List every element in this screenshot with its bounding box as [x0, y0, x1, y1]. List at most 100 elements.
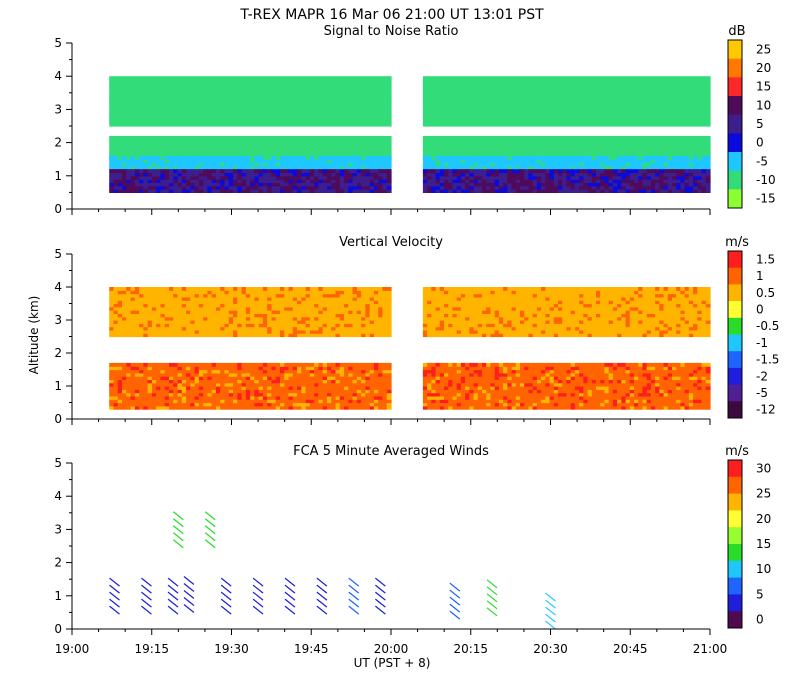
heatmap-cell — [638, 122, 644, 127]
heatmap-cell — [147, 189, 153, 193]
heatmap-cell — [126, 106, 132, 110]
heatmap-cell — [587, 112, 593, 117]
heatmap-cell — [194, 313, 200, 318]
heatmap-cell — [583, 135, 589, 140]
heatmap-cell — [693, 165, 698, 170]
heatmap-cell — [570, 135, 576, 140]
heatmap-cell — [570, 116, 576, 120]
heatmap-cell — [541, 102, 546, 107]
heatmap-cell — [545, 122, 551, 127]
heatmap-cell — [139, 135, 144, 140]
heatmap-cell — [173, 145, 179, 150]
heatmap-cell — [194, 155, 200, 160]
heatmap-cell — [211, 149, 217, 154]
heatmap-cell — [314, 179, 320, 184]
heatmap-cell — [348, 189, 354, 193]
heatmap-cell — [348, 119, 354, 124]
heatmap-cell — [194, 89, 200, 94]
heatmap-cell — [469, 89, 475, 94]
heatmap-cell — [322, 119, 328, 124]
heatmap-cell — [305, 79, 311, 84]
heatmap-cell — [587, 162, 593, 167]
heatmap-cell — [164, 145, 170, 150]
heatmap-cell — [520, 152, 525, 157]
heatmap-cell — [566, 189, 572, 193]
heatmap-cell — [579, 155, 584, 160]
heatmap-cell — [331, 96, 337, 101]
heatmap-cell — [156, 169, 162, 174]
heatmap-cell — [326, 119, 332, 124]
heatmap-cell — [284, 112, 290, 117]
heatmap-cell — [211, 172, 217, 177]
heatmap-cell — [494, 112, 500, 117]
heatmap-cell — [113, 313, 119, 318]
heatmap-cell — [228, 109, 234, 114]
heatmap-cell — [511, 179, 517, 184]
heatmap-cell — [697, 139, 703, 144]
heatmap-cell — [250, 303, 255, 308]
heatmap-cell — [139, 79, 144, 84]
heatmap-cell — [469, 86, 475, 91]
heatmap-cell — [382, 76, 388, 81]
heatmap-cell — [365, 89, 371, 94]
heatmap-cell — [207, 89, 213, 94]
heatmap-cell — [650, 142, 656, 147]
heatmap-cell — [382, 149, 388, 154]
heatmap-cell — [250, 310, 255, 314]
heatmap-cell — [612, 92, 618, 97]
heatmap-cell — [553, 175, 559, 180]
heatmap-cell — [134, 313, 140, 318]
heatmap-cell — [314, 89, 320, 94]
heatmap-cell — [168, 142, 174, 147]
heatmap-cell — [587, 122, 593, 127]
heatmap-cell — [503, 159, 508, 164]
heatmap-cell — [326, 152, 332, 157]
heatmap-cell — [224, 185, 230, 190]
heatmap-cell — [427, 89, 432, 94]
heatmap-cell — [190, 145, 196, 150]
heatmap-cell — [335, 119, 341, 124]
heatmap-cell — [194, 169, 200, 174]
heatmap-cell — [536, 79, 542, 84]
heatmap-cell — [655, 152, 660, 157]
heatmap-cell — [503, 179, 508, 184]
heatmap-cell — [237, 99, 243, 104]
heatmap-cell — [186, 112, 191, 117]
heatmap-cell — [245, 96, 251, 101]
heatmap-cell — [305, 145, 311, 150]
heatmap-cell — [562, 145, 568, 150]
heatmap-cell — [326, 159, 332, 164]
heatmap-cell — [566, 106, 572, 110]
heatmap-cell — [254, 119, 260, 124]
heatmap-cell — [667, 189, 673, 193]
heatmap-cell — [186, 109, 191, 114]
heatmap-cell — [642, 175, 648, 180]
heatmap-cell — [228, 142, 234, 147]
heatmap-cell — [697, 182, 703, 187]
heatmap-cell — [536, 159, 542, 164]
heatmap-cell — [486, 145, 492, 150]
heatmap-cell — [655, 119, 660, 124]
heatmap-cell — [151, 106, 157, 110]
heatmap-cell — [477, 119, 483, 124]
heatmap-cell — [241, 333, 247, 338]
heatmap-cell — [659, 116, 665, 120]
heatmap-cell — [629, 149, 635, 154]
heatmap-cell — [659, 109, 665, 114]
heatmap-cell — [164, 296, 170, 301]
heatmap-cell — [168, 316, 174, 321]
heatmap-cell — [168, 82, 174, 87]
colorbar-label: 20 — [756, 61, 771, 75]
heatmap-cell — [507, 175, 513, 180]
heatmap-cell — [693, 169, 698, 174]
heatmap-cell — [507, 182, 513, 187]
heatmap-cell — [452, 96, 458, 101]
heatmap-cell — [190, 189, 196, 193]
colorbar-label: 5 — [756, 117, 764, 131]
heatmap-cell — [224, 162, 230, 167]
heatmap-cell — [233, 96, 238, 101]
heatmap-cell — [292, 106, 298, 110]
heatmap-cell — [705, 79, 711, 84]
heatmap-cell — [109, 76, 115, 81]
heatmap-cell — [498, 179, 504, 184]
